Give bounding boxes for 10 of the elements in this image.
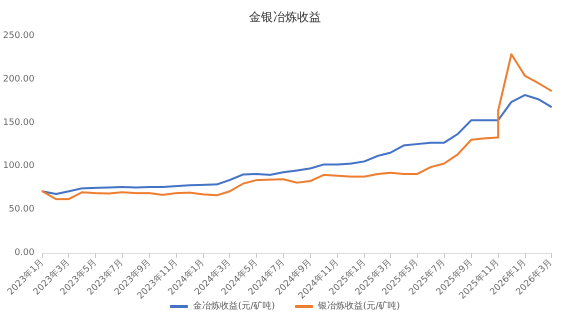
y-tick-label: 250.00 xyxy=(2,31,35,41)
chart-title: 金银冶炼收益 xyxy=(249,10,321,24)
y-tick-label: 100.00 xyxy=(2,161,35,172)
y-tick-label: 50.00 xyxy=(8,204,35,215)
y-tick-label: 200.00 xyxy=(2,74,35,84)
y-tick-label: 0.00 xyxy=(14,248,35,258)
line-series xyxy=(41,53,552,200)
legend-label: 金冶炼收益(元/矿吨) xyxy=(192,300,276,312)
y-tick-label: 150.00 xyxy=(2,118,35,128)
legend-label: 银冶炼收益(元/矿吨) xyxy=(317,300,400,312)
